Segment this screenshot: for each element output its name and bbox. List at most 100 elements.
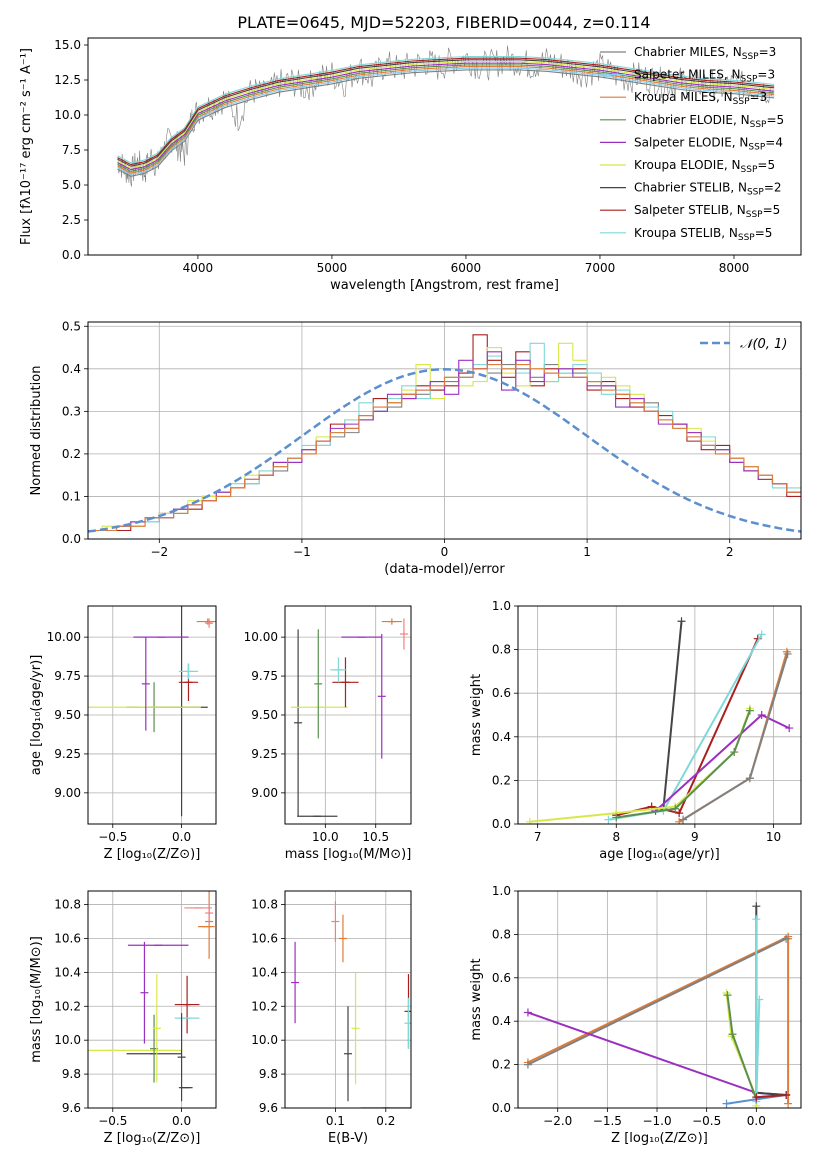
y-tick-label: 10.8: [54, 898, 81, 912]
y-tick-label: 0.0: [62, 532, 81, 546]
y-tick-label: 0.0: [492, 817, 511, 831]
plot-area: [88, 891, 215, 1102]
legend-label: Chabrier STELIB, NSSP=2: [634, 181, 782, 198]
normal-curve: [88, 368, 801, 533]
weight-marker: [752, 915, 761, 924]
x-tick-label: −2.0: [543, 1114, 572, 1128]
y-tick-label: 10.6: [251, 931, 278, 945]
y-tick-label: 10.2: [54, 999, 81, 1013]
y-tick-label: 9.6: [62, 1101, 81, 1115]
weight-marker: [671, 804, 680, 813]
weight-marker: [523, 1060, 532, 1069]
weight-marker: [723, 991, 732, 1000]
y-tick-label: 10.0: [251, 1033, 278, 1047]
y-tick-label: 10.00: [47, 630, 81, 644]
panel-weight_vs_age: 7 8 9 10 0.0 0.2 0.4 0.6 0.8 1.0 age [log₁₀(age/yr…: [469, 599, 802, 862]
x-axis-label: (data-model)/error: [384, 562, 505, 577]
y-tick-label: 5.0: [62, 178, 81, 192]
spectrum-model-line: [117, 57, 775, 166]
x-tick-label: 8: [612, 830, 620, 844]
weight-series-line: [662, 621, 683, 809]
plot-area: [291, 901, 411, 1108]
x-tick-label: 2: [726, 545, 734, 559]
x-tick-label: 4000: [183, 261, 214, 275]
x-tick-label: 8000: [719, 261, 750, 275]
y-tick-label: 10.8: [251, 898, 278, 912]
y-tick-label: 0.2: [62, 447, 81, 461]
histogram-series: [88, 363, 801, 532]
y-tick-label: 9.50: [54, 708, 81, 722]
spectrum-model-line: [117, 64, 775, 172]
x-tick-label: 7000: [585, 261, 616, 275]
y-tick-label: 7.5: [62, 143, 81, 157]
y-tick-label: 9.50: [251, 708, 278, 722]
spectrum-model-line: [117, 55, 775, 164]
y-tick-label: 12.5: [54, 73, 81, 87]
axes-frame: [87, 605, 217, 825]
axes-frame: [517, 890, 802, 1109]
weight-marker: [784, 1099, 793, 1108]
x-tick-label: 6000: [451, 261, 482, 275]
weight-marker: [757, 630, 766, 639]
legend-label: Salpeter MILES, NSSP=3: [634, 68, 775, 85]
axes-frame: [517, 605, 802, 825]
spectrum-model-line: [117, 60, 775, 169]
weight-marker: [728, 1030, 737, 1039]
x-axis-label: E(B-V): [328, 1131, 368, 1146]
x-tick-label: −0.5: [98, 1114, 127, 1128]
panel-age_vs_mass: 10.0 10.5 9.00 9.25 9.50 9.75 10.00 mass [log₁₀…: [244, 605, 412, 862]
x-axis-label: wavelength [Angstrom, rest frame]: [330, 278, 559, 293]
y-tick-label: 0.0: [492, 1101, 511, 1115]
panel-weight_vs_Z: −2.0 −1.5 −1.0 −0.5 0.0 0.0 0.2 0.4 0.6 0.8 1.0 Z […: [469, 884, 802, 1146]
x-tick-label: 0.0: [172, 830, 191, 844]
y-tick-label: 0.4: [492, 730, 511, 744]
plot-area: [291, 618, 408, 817]
y-tick-label: 10.0: [54, 1033, 81, 1047]
figure-title: PLATE=0645, MJD=52203, FIBERID=0044, z=0…: [237, 13, 650, 32]
weight-series-line: [527, 937, 787, 1066]
panel-age_vs_Z: −0.5 0.0 9.00 9.25 9.50 9.75 10.00 Z [log₁₀(Z/Z…: [29, 605, 217, 862]
y-tick-label: 9.6: [259, 1101, 278, 1115]
y-tick-label: 9.00: [251, 786, 278, 800]
histogram-series: [88, 351, 801, 532]
weight-marker: [745, 774, 754, 783]
x-tick-label: 10.5: [362, 830, 389, 844]
x-axis-label: Z [log₁₀(Z/Z⊙)]: [104, 847, 201, 862]
x-tick-label: −1.5: [593, 1114, 622, 1128]
y-axis-label: Normed distribution: [29, 366, 44, 496]
spectrum-model-line: [117, 67, 775, 176]
y-tick-label: 0.2: [492, 773, 511, 787]
y-axis-label: mass weight: [469, 674, 484, 756]
x-tick-label: 10: [766, 830, 781, 844]
x-tick-label: 7: [534, 830, 542, 844]
y-tick-label: 10.6: [54, 931, 81, 945]
y-tick-label: 9.00: [54, 786, 81, 800]
legend-label: 𝒩(0, 1): [740, 337, 787, 352]
y-tick-label: 0.4: [492, 1014, 511, 1028]
x-tick-label: 10.0: [312, 830, 339, 844]
x-axis-label: age [log₁₀(age/yr)]: [599, 847, 720, 862]
y-tick-label: 9.25: [251, 747, 278, 761]
x-tick-label: −0.5: [692, 1114, 721, 1128]
weight-series-line: [756, 1094, 787, 1099]
y-tick-label: 9.8: [259, 1067, 278, 1081]
x-tick-label: 0: [441, 545, 449, 559]
x-tick-label: 1: [583, 545, 591, 559]
spectrum-model-line: [117, 62, 775, 171]
weight-marker: [722, 1099, 731, 1108]
y-tick-label: 9.75: [54, 669, 81, 683]
panel-mass_vs_Z: −0.5 0.0 9.6 9.8 10.0 10.2 10.4 10.6 10.8 Z [log₁…: [29, 890, 217, 1146]
x-tick-label: −1: [293, 545, 311, 559]
weight-marker: [757, 711, 766, 719]
legend-label: Kroupa STELIB, NSSP=5: [634, 226, 772, 243]
weight-marker: [677, 617, 686, 626]
weight-marker: [604, 815, 613, 824]
x-tick-label: 9: [691, 830, 699, 844]
weight-series-line: [616, 710, 751, 819]
x-tick-label: −0.5: [98, 830, 127, 844]
x-tick-label: 0.0: [172, 1114, 191, 1128]
y-tick-label: 0.4: [62, 362, 81, 376]
plot-area: [88, 606, 216, 817]
weight-marker: [679, 815, 688, 824]
